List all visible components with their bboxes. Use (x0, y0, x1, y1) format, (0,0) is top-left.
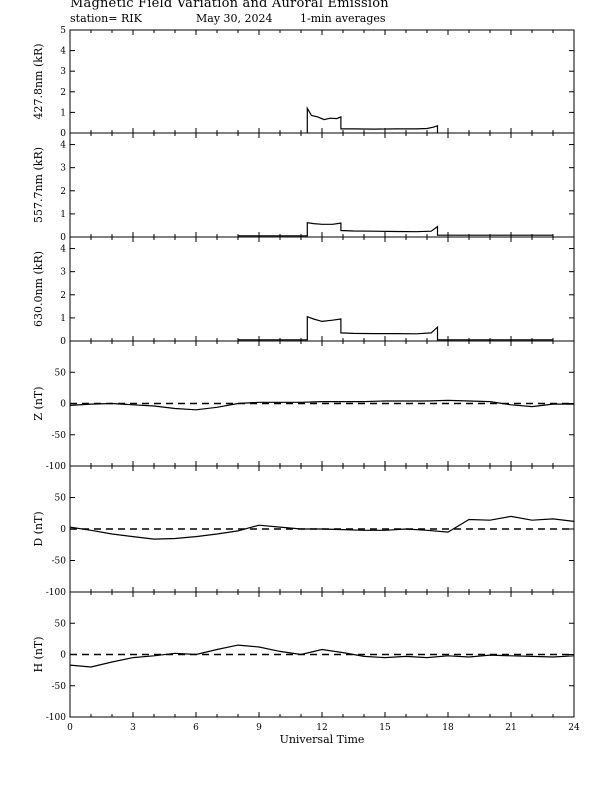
y-tick-label: -50 (52, 557, 67, 567)
data-line-panel-1-series-0 (238, 222, 553, 237)
y-tick-label: 3 (60, 268, 66, 278)
x-tick-label: 18 (442, 723, 454, 733)
y-tick-label: 3 (60, 164, 66, 174)
x-tick-label: 24 (568, 723, 580, 733)
data-line-panel-0-series-0 (306, 106, 439, 133)
y-tick-label: -100 (46, 588, 66, 598)
x-tick-label: 0 (67, 723, 73, 733)
panel-frame-0 (69, 29, 575, 134)
x-tick-label: 9 (256, 723, 262, 733)
y-axis-label-4: D (nT) (32, 511, 45, 546)
panel-frame-2 (69, 236, 575, 342)
y-tick-label: 4 (60, 245, 66, 255)
y-tick-label: 50 (55, 494, 67, 504)
y-tick-label: 4 (60, 47, 66, 57)
y-tick-label: 0 (60, 337, 66, 347)
y-tick-label: 2 (60, 291, 66, 301)
y-axis-label-2: 630.0nm (kR) (32, 251, 45, 327)
data-line-panel-4-series-0 (69, 515, 575, 540)
y-tick-label: 2 (60, 88, 66, 98)
y-axis-label-0: 427.8nm (kR) (32, 43, 45, 119)
data-line-panel-2-series-0 (238, 315, 553, 341)
x-tick-label: 12 (316, 723, 327, 733)
y-tick-label: -50 (52, 431, 67, 441)
y-tick-label: -50 (52, 682, 67, 692)
x-axis-title: Universal Time (280, 733, 365, 746)
y-tick-label: 0 (60, 129, 66, 139)
figure-title: Magnetic Field Variation and Auroral Emi… (70, 0, 389, 11)
y-tick-label: 5 (60, 26, 66, 36)
y-tick-label: 0 (60, 233, 66, 243)
data-line-panel-5-series-0 (69, 644, 575, 668)
y-tick-label: 4 (60, 141, 66, 151)
y-tick-label: 0 (60, 525, 66, 535)
panel-frame-1 (69, 132, 575, 238)
data-line-panel-3-series-0 (69, 399, 574, 411)
x-tick-label: 21 (505, 723, 516, 733)
y-tick-label: 2 (60, 187, 66, 197)
y-tick-label: 3 (60, 67, 66, 77)
y-axis-label-1: 557.7nm (kR) (32, 147, 45, 223)
x-tick-label: 6 (193, 723, 199, 733)
y-tick-label: -100 (46, 713, 66, 723)
y-axis-label-5: H (nT) (32, 636, 45, 672)
station-label: station= RIK (70, 12, 142, 25)
y-tick-label: 0 (60, 400, 66, 410)
y-tick-label: 1 (60, 210, 66, 220)
y-tick-label: -100 (46, 462, 66, 472)
y-tick-label: 50 (55, 619, 67, 629)
y-tick-label: 50 (55, 368, 67, 378)
y-axis-label-3: Z (nT) (32, 386, 45, 420)
x-tick-label: 3 (130, 723, 136, 733)
y-tick-label: 1 (60, 108, 66, 118)
date-label: May 30, 2024 (196, 12, 273, 25)
y-tick-label: 1 (60, 314, 66, 324)
averaging-label: 1-min averages (300, 12, 386, 25)
x-tick-label: 15 (379, 723, 391, 733)
y-tick-label: 0 (60, 651, 66, 661)
